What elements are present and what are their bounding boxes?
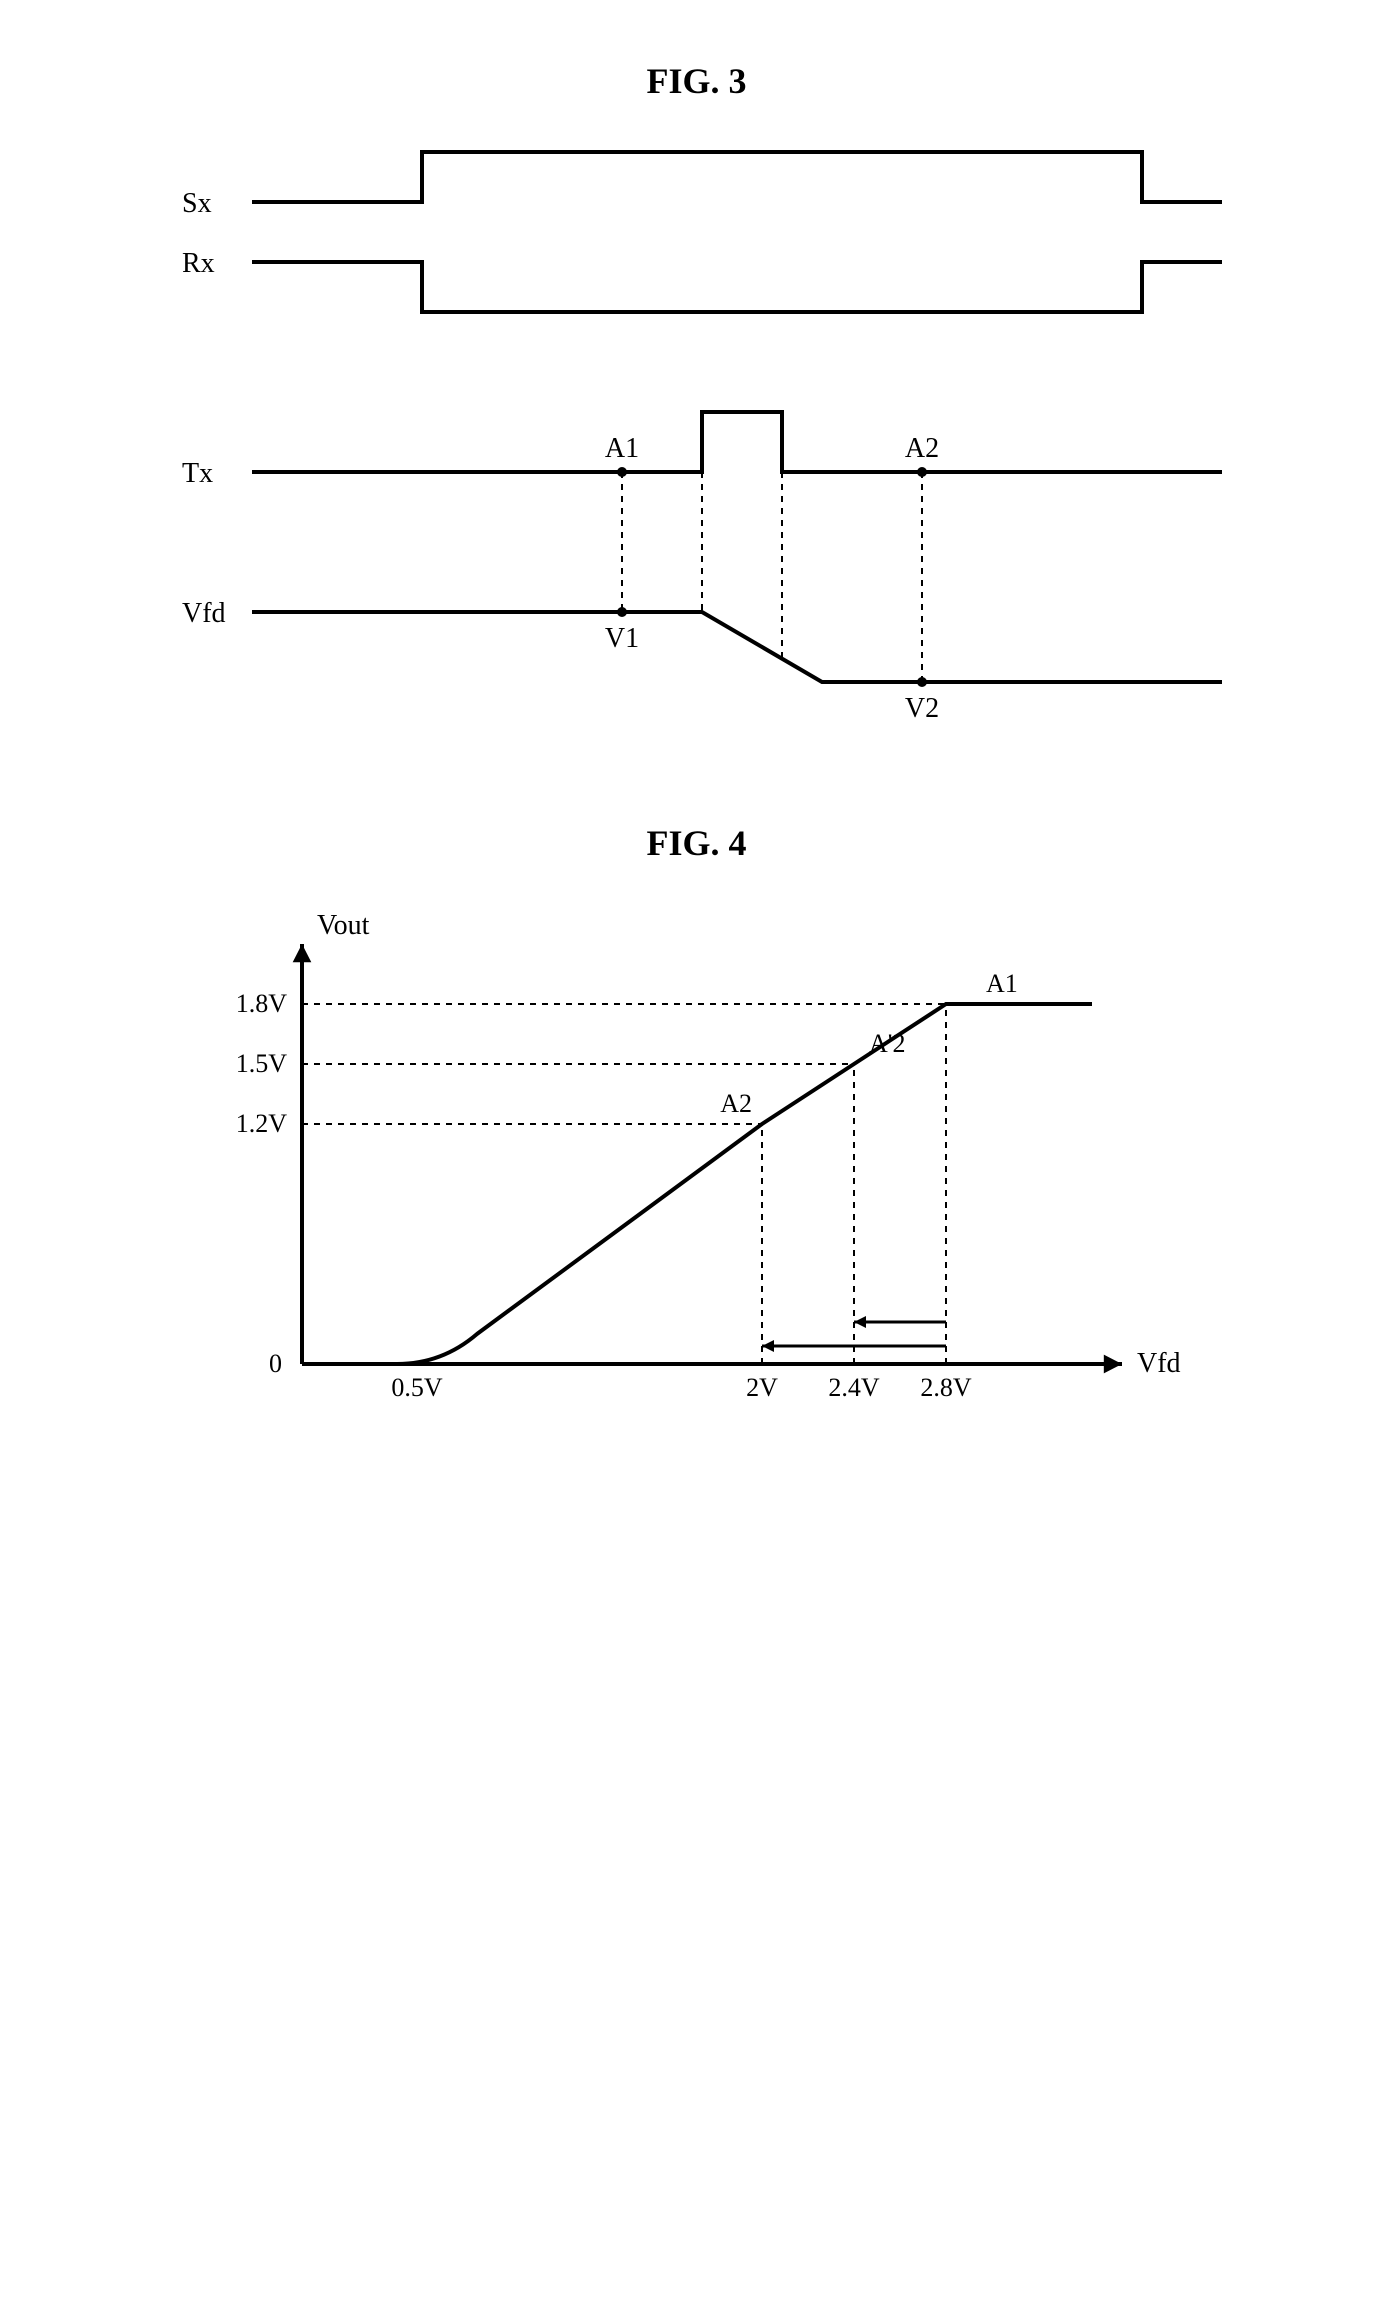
fig4-container: Vout Vfd 0 1.2V 1.5V 1.8V 0.5V 2V 2.4V 2.8V A1 A'2 A…: [40, 904, 1353, 1444]
svg-text:2V: 2V: [746, 1373, 778, 1402]
svg-text:2.4V: 2.4V: [828, 1373, 880, 1402]
fig3-diagram: Sx Rx Tx Vfd A1 V1 A2 V2: [122, 142, 1272, 742]
svg-text:A2: A2: [720, 1089, 752, 1118]
svg-text:1.8V: 1.8V: [235, 989, 287, 1018]
svg-text:0.5V: 0.5V: [391, 1373, 443, 1402]
svg-text:A1: A1: [604, 433, 638, 464]
svg-text:0: 0: [269, 1349, 282, 1378]
fig4-title: FIG. 4: [40, 822, 1353, 864]
svg-text:Tx: Tx: [182, 458, 213, 489]
svg-text:1.5V: 1.5V: [235, 1049, 287, 1078]
svg-text:1.2V: 1.2V: [235, 1109, 287, 1138]
svg-text:Vout: Vout: [317, 910, 370, 941]
svg-text:Rx: Rx: [182, 248, 215, 279]
svg-text:Vfd: Vfd: [182, 598, 226, 629]
fig3-title: FIG. 3: [40, 60, 1353, 102]
svg-text:V2: V2: [904, 693, 938, 724]
svg-text:V1: V1: [604, 623, 638, 654]
svg-text:A'2: A'2: [869, 1029, 905, 1058]
svg-text:2.8V: 2.8V: [920, 1373, 972, 1402]
svg-text:Sx: Sx: [182, 188, 212, 219]
svg-text:Vfd: Vfd: [1137, 1348, 1181, 1379]
svg-text:A2: A2: [904, 433, 938, 464]
svg-text:A1: A1: [986, 969, 1018, 998]
fig4-chart: Vout Vfd 0 1.2V 1.5V 1.8V 0.5V 2V 2.4V 2.8V A1 A'2 A…: [122, 904, 1272, 1444]
fig3-container: Sx Rx Tx Vfd A1 V1 A2 V2: [40, 142, 1353, 742]
